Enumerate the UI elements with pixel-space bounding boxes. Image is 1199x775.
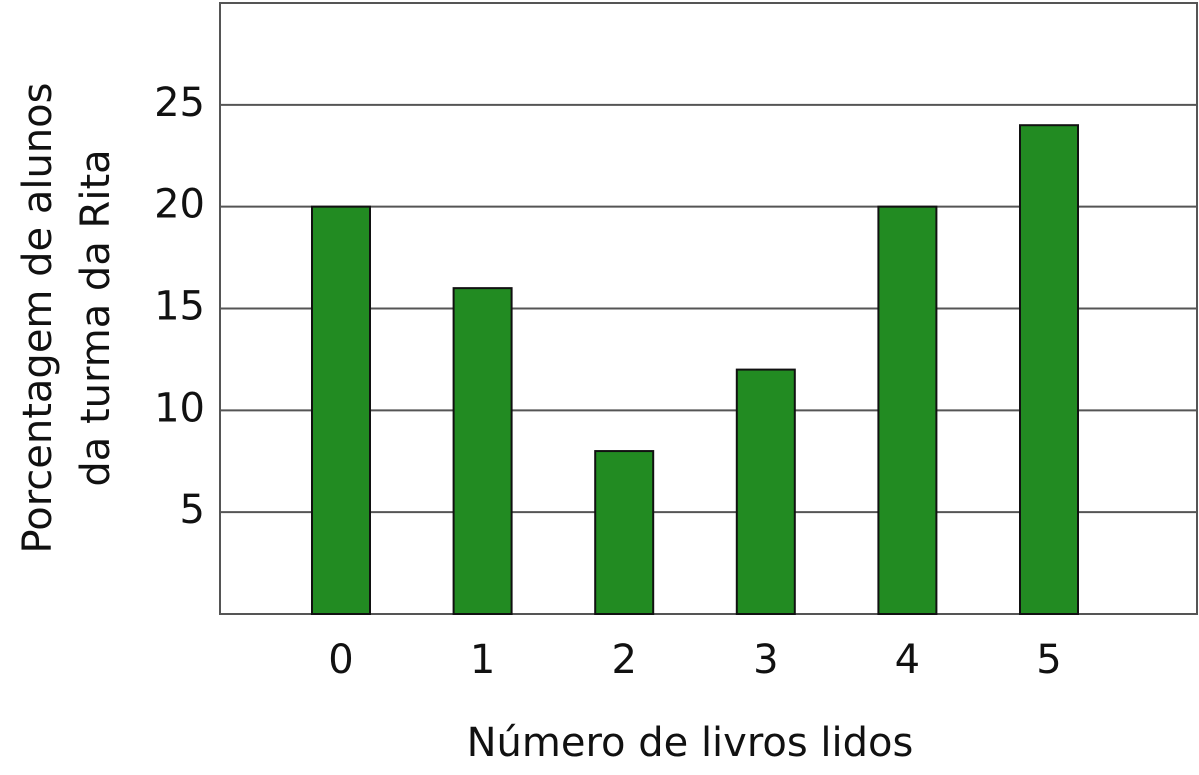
- bar: [452, 287, 513, 615]
- y-axis-label-line: Porcentagem de alunos: [15, 83, 61, 554]
- x-tick-label: 4: [895, 637, 920, 683]
- bar: [877, 205, 938, 616]
- y-tick-label: 20: [154, 182, 205, 228]
- bar: [594, 450, 655, 616]
- x-tick-label: 3: [753, 637, 778, 683]
- bar: [735, 368, 796, 615]
- x-tick-label: 5: [1036, 637, 1061, 683]
- x-tick-label: 2: [611, 637, 636, 683]
- x-tick-label: 0: [328, 637, 353, 683]
- y-axis-label-line: da turma da Rita: [73, 149, 119, 486]
- bar: [1019, 124, 1079, 615]
- y-axis-label: Porcentagem de alunos da turma da Rita: [15, 83, 119, 554]
- y-tick-label: 5: [180, 487, 205, 533]
- x-axis-label: Número de livros lidos: [467, 720, 914, 766]
- y-tick-label: 15: [154, 284, 205, 330]
- y-tick-label: 25: [154, 80, 205, 126]
- y-tick-label: 10: [154, 385, 205, 431]
- bar: [311, 205, 371, 616]
- x-tick-label: 1: [470, 637, 495, 683]
